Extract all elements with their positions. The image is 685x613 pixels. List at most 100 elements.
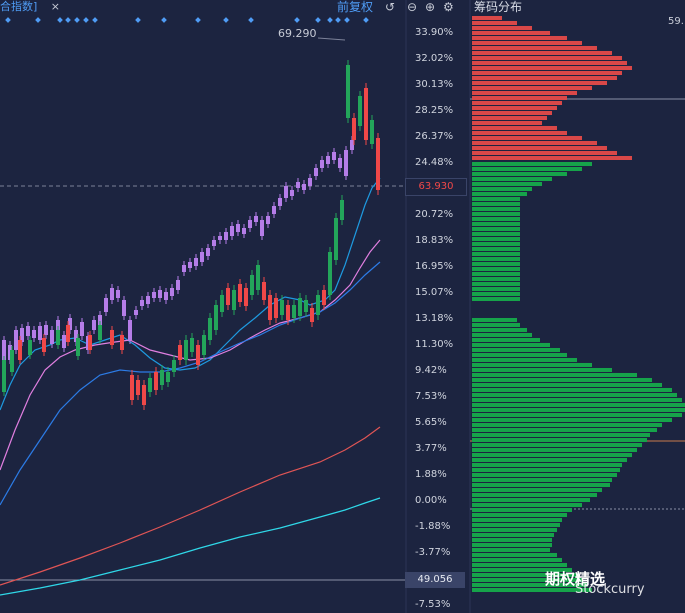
zoom-out-icon[interactable]: ⊖ (407, 0, 418, 14)
chip-bar (472, 116, 547, 120)
chip-bar (472, 368, 612, 372)
candle-body (268, 295, 272, 320)
event-marker (344, 17, 350, 23)
price-axis-label: 13.18% (415, 313, 454, 324)
candle-body (254, 216, 258, 222)
candle-body (140, 300, 144, 306)
event-marker (35, 17, 41, 23)
candle-body (206, 248, 210, 256)
event-marker (57, 17, 63, 23)
chip-distribution (472, 16, 685, 592)
chip-bar (472, 126, 557, 130)
candle-body (98, 325, 102, 340)
candle-body (236, 224, 240, 232)
candle-body (262, 282, 266, 300)
index-label[interactable]: 合指数] (0, 0, 38, 13)
index-selector[interactable]: 合指数] × (0, 0, 60, 14)
candle-body (80, 322, 84, 336)
chip-bar (472, 237, 520, 241)
chip-bar (472, 438, 647, 442)
candle-body (28, 340, 32, 355)
candle-body (244, 288, 248, 306)
chip-bar (472, 338, 540, 342)
chip-bar (472, 533, 554, 537)
candle-body (290, 190, 294, 196)
candle-body (218, 236, 222, 240)
price-axis-label: 5.65% (415, 417, 447, 428)
chip-bar (472, 151, 617, 155)
adjust-button[interactable]: 前复权 (337, 0, 374, 14)
candle-body (296, 182, 300, 188)
candle-body (184, 340, 188, 360)
current-price-label: 63.930 (405, 178, 467, 196)
chip-bar (472, 553, 557, 557)
price-axis-label: 32.02% (415, 53, 454, 64)
price-axis-label: -3.77% (415, 547, 451, 558)
chip-bar (472, 358, 577, 362)
chip-bar (472, 252, 520, 256)
candle-body (358, 96, 362, 126)
candle-body (308, 178, 312, 186)
price-axis-label: 9.42% (415, 365, 447, 376)
chip-bar (472, 267, 520, 271)
candle-body (266, 216, 270, 224)
chip-bar (472, 51, 612, 55)
chip-bar (472, 131, 567, 135)
candle-body (50, 330, 54, 344)
candle-body (214, 305, 218, 330)
close-icon[interactable]: × (50, 0, 61, 13)
price-axis-label: 26.37% (415, 131, 454, 142)
candle-body (160, 370, 164, 385)
candle-body (340, 200, 344, 220)
candle-body (232, 290, 236, 310)
candle-body (26, 326, 30, 336)
candle-body (248, 220, 252, 228)
candle-body (310, 308, 314, 322)
price-axis-label: 30.13% (415, 79, 454, 90)
price-axis-label: 0.00% (415, 495, 447, 506)
candle-body (14, 330, 18, 350)
settings-icon[interactable]: ⚙ (443, 0, 454, 14)
chip-bar (472, 26, 532, 30)
candle-body (158, 290, 162, 298)
chip-bar (472, 262, 520, 266)
candle-body (122, 300, 126, 316)
candle-body (376, 138, 380, 190)
candle-body (242, 228, 246, 234)
chip-bar (472, 528, 557, 532)
chip-bar (472, 498, 590, 502)
chip-bar (472, 558, 562, 562)
chip-bar (472, 333, 532, 337)
candle-body (2, 360, 6, 392)
zoom-in-icon[interactable]: ⊕ (425, 0, 436, 14)
current-price-value: 63.930 (418, 181, 454, 192)
ma-line-cyan (0, 497, 381, 596)
undo-icon[interactable]: ↺ (385, 0, 396, 14)
candle-body (332, 152, 336, 160)
candle-body (164, 292, 168, 300)
candle-body (166, 372, 170, 382)
chip-bar (472, 448, 637, 452)
candle-body (188, 262, 192, 268)
chip-bar (472, 548, 550, 552)
event-marker (335, 17, 341, 23)
chip-bar (472, 523, 560, 527)
ma-line-red (0, 426, 381, 586)
chip-bar (472, 443, 642, 447)
candle-body (66, 325, 70, 342)
peak-label: 69.290 (278, 27, 317, 40)
candle-body (370, 120, 374, 144)
candle-body (74, 330, 78, 342)
chip-bar (472, 197, 520, 201)
chip-bar (472, 513, 567, 517)
chip-bar (472, 66, 632, 70)
price-axis-label: -7.53% (415, 599, 451, 610)
candle-body (130, 375, 134, 400)
chip-bar (472, 353, 567, 357)
candle-body (346, 65, 350, 118)
chip-bar (472, 463, 622, 467)
candle-body (38, 326, 42, 340)
candle-body (92, 320, 96, 330)
chip-bar (472, 177, 552, 181)
